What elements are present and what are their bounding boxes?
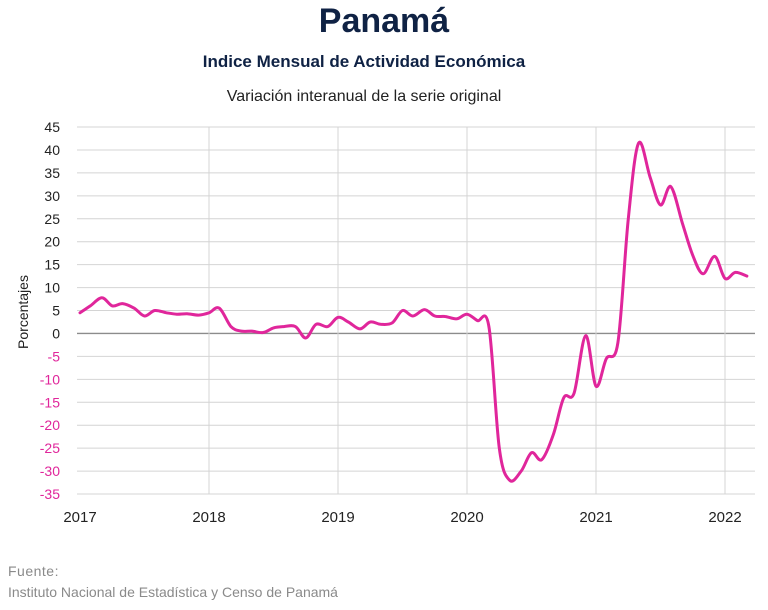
y-tick-label: 20 xyxy=(44,234,60,250)
y-tick-label: 40 xyxy=(44,142,60,158)
y-tick-label: -30 xyxy=(40,463,60,479)
y-tick-label: 5 xyxy=(52,303,60,319)
y-tick-label: -35 xyxy=(40,486,60,502)
y-tick-label: -15 xyxy=(40,394,60,410)
x-tick-label: 2019 xyxy=(321,509,354,526)
y-tick-label: -10 xyxy=(40,371,60,387)
y-axis-label: Porcentajes xyxy=(15,275,31,349)
x-tick-label: 2021 xyxy=(579,509,612,526)
series-layer xyxy=(78,140,749,483)
chart-subtitle-series: Variación interanual de la serie origina… xyxy=(226,88,502,105)
y-tick-label: 35 xyxy=(44,165,60,181)
source-text: Instituto Nacional de Estadística y Cens… xyxy=(8,584,338,600)
y-tick-label: -20 xyxy=(40,417,60,433)
x-tick-label: 2020 xyxy=(450,509,483,526)
x-axis-tick-labels: 2017 2018 2019 2020 2021 2022 xyxy=(63,509,741,526)
line-chart: 45 40 35 30 25 20 15 10 5 0 -5 -10 -15 -20 -25 -30 -35 2… xyxy=(15,119,755,526)
y-tick-label: -25 xyxy=(40,440,60,456)
y-tick-label: 10 xyxy=(44,280,60,296)
chart-subtitle: Indice Mensual de Actividad Económica xyxy=(202,52,526,71)
y-tick-label: 25 xyxy=(44,211,60,227)
x-tick-label: 2018 xyxy=(192,509,225,526)
x-tick-label: 2017 xyxy=(63,509,96,526)
chart-title: Panamá xyxy=(318,2,450,40)
x-tick-label: 2022 xyxy=(708,509,741,526)
y-axis-tick-labels: 45 40 35 30 25 20 15 10 5 0 -5 -10 -15 -20 -25 -30 -35 xyxy=(40,119,60,502)
source-label: Fuente: xyxy=(8,563,59,579)
y-tick-label: -5 xyxy=(48,348,61,364)
series-line xyxy=(78,140,749,483)
y-tick-label: 30 xyxy=(44,188,60,204)
horizontal-gridlines xyxy=(77,126,755,495)
y-tick-label: 45 xyxy=(44,119,60,135)
y-tick-label: 15 xyxy=(44,257,60,273)
y-tick-label: 0 xyxy=(52,325,60,341)
vertical-gridlines xyxy=(208,127,726,494)
